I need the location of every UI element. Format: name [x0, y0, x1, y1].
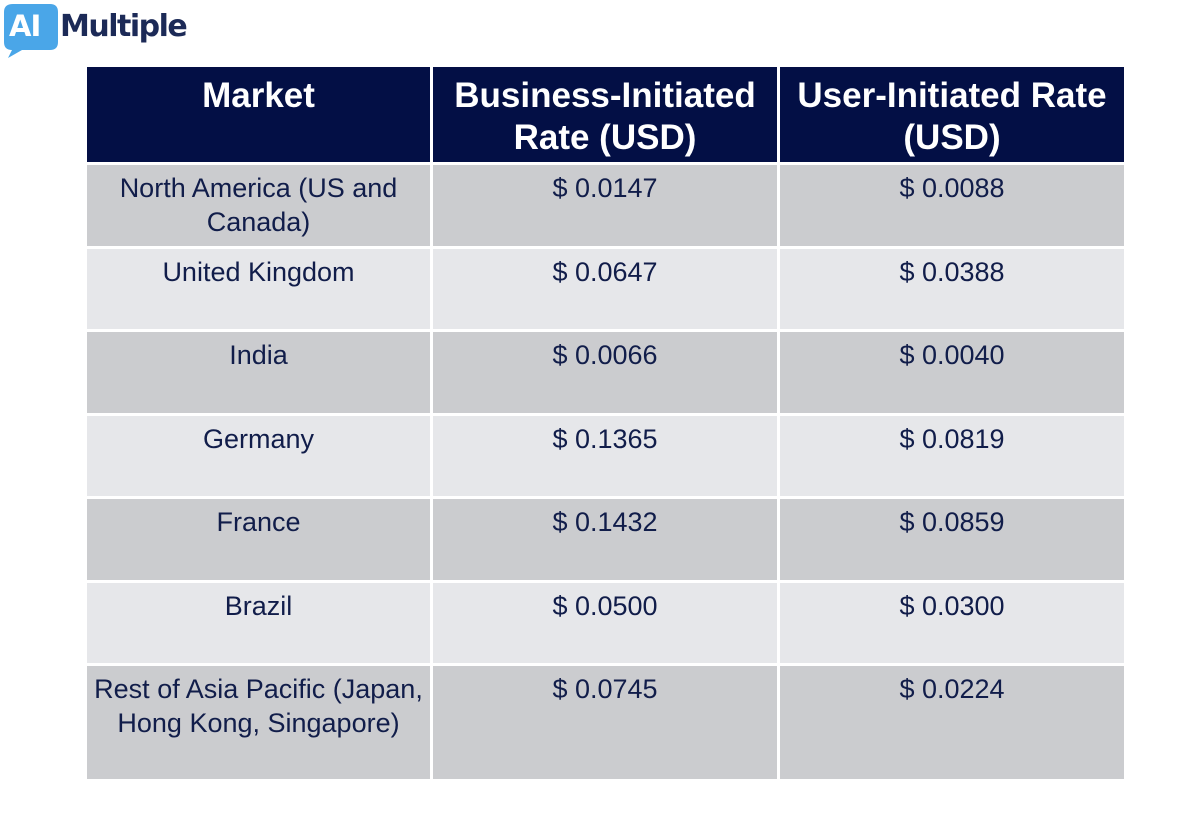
header-business-initiated-rate: Business-Initiated Rate (USD): [430, 64, 780, 165]
table-row: Germany $ 0.1365 $ 0.0819: [84, 413, 1127, 499]
table-row: Rest of Asia Pacific (Japan, Hong Kong, …: [84, 663, 1127, 782]
user-rate-cell: $ 0.0388: [777, 246, 1127, 332]
user-rate-cell: $ 0.0300: [777, 580, 1127, 666]
market-cell: India: [84, 329, 433, 416]
business-rate-cell: $ 0.0066: [430, 329, 780, 416]
market-cell: United Kingdom: [84, 246, 433, 332]
market-cell: Brazil: [84, 580, 433, 666]
business-rate-cell: $ 0.0147: [430, 162, 780, 249]
market-cell: Germany: [84, 413, 433, 499]
rates-table: Market Business-Initiated Rate (USD) Use…: [84, 64, 1127, 782]
business-rate-cell: $ 0.0745: [430, 663, 780, 782]
header-user-initiated-rate: User-Initiated Rate (USD): [777, 64, 1127, 165]
business-rate-cell: $ 0.0500: [430, 580, 780, 666]
user-rate-cell: $ 0.0088: [777, 162, 1127, 249]
logo-badge-shape: [4, 4, 58, 58]
table-row: France $ 0.1432 $ 0.0859: [84, 496, 1127, 583]
market-cell: France: [84, 496, 433, 583]
user-rate-cell: $ 0.0819: [777, 413, 1127, 499]
user-rate-cell: $ 0.0224: [777, 663, 1127, 782]
logo-badge: AI: [0, 0, 58, 58]
business-rate-cell: $ 0.1432: [430, 496, 780, 583]
table-row: India $ 0.0066 $ 0.0040: [84, 329, 1127, 416]
table-row: United Kingdom $ 0.0647 $ 0.0388: [84, 246, 1127, 332]
logo-mark: AI: [9, 9, 41, 43]
table-row: Brazil $ 0.0500 $ 0.0300: [84, 580, 1127, 666]
header-market: Market: [84, 64, 433, 165]
aimultiple-logo: AI Multiple: [0, 0, 188, 58]
business-rate-cell: $ 0.0647: [430, 246, 780, 332]
logo-wordmark: Multiple: [60, 8, 188, 44]
market-cell: Rest of Asia Pacific (Japan, Hong Kong, …: [84, 663, 433, 782]
user-rate-cell: $ 0.0859: [777, 496, 1127, 583]
market-cell: North America (US and Canada): [84, 162, 433, 249]
user-rate-cell: $ 0.0040: [777, 329, 1127, 416]
table-header-row: Market Business-Initiated Rate (USD) Use…: [84, 64, 1127, 165]
business-rate-cell: $ 0.1365: [430, 413, 780, 499]
table-row: North America (US and Canada) $ 0.0147 $…: [84, 162, 1127, 249]
